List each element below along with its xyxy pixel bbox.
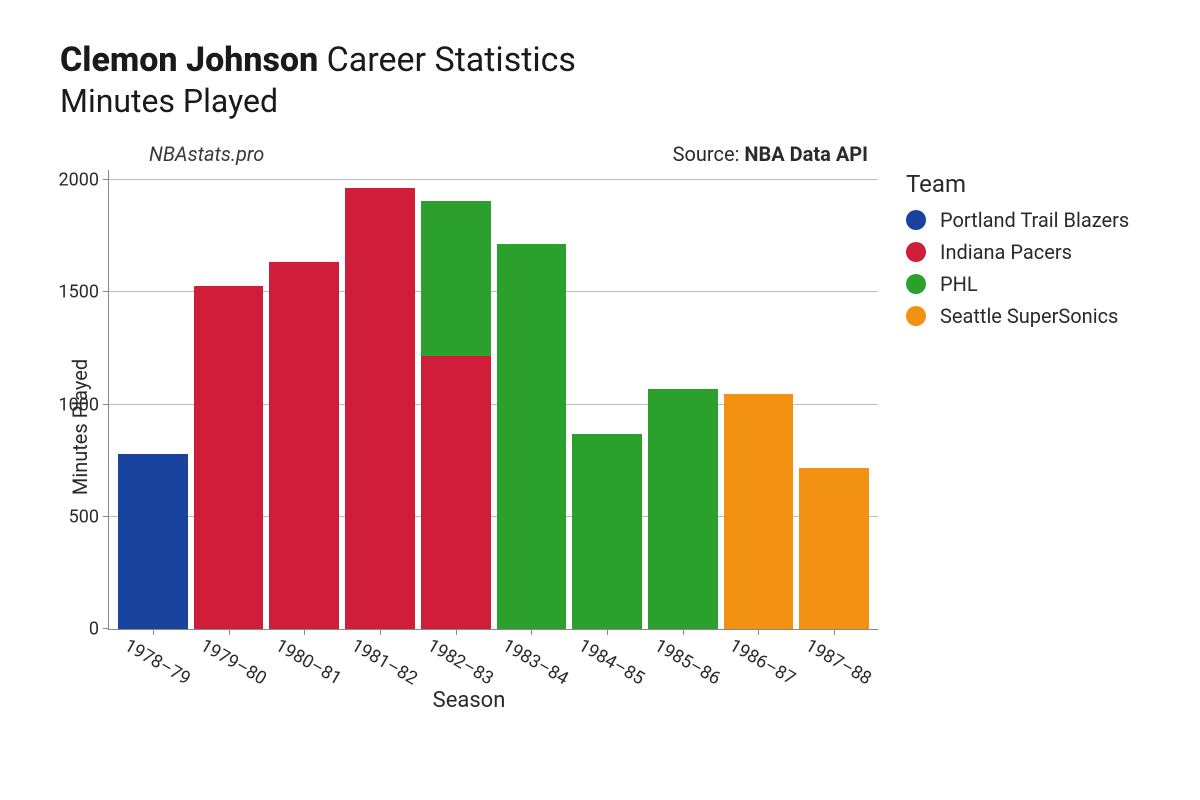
x-tick-mark: [683, 629, 684, 635]
chart-title: Clemon Johnson Career Statistics: [60, 40, 1160, 80]
legend-label: PHL: [940, 272, 978, 296]
title-rest: Career Statistics: [327, 40, 576, 80]
bar-slot: 1978–79: [115, 170, 191, 629]
x-tick-mark: [607, 629, 608, 635]
x-axis-label: Season: [60, 688, 878, 713]
bar-segment: [648, 389, 718, 629]
x-tick-label: 1980–81: [272, 635, 345, 689]
chart-container: Clemon Johnson Career Statistics Minutes…: [0, 0, 1200, 713]
y-tick-label: 500: [69, 506, 109, 527]
y-tick-mark: [103, 404, 109, 405]
bar-segment: [572, 434, 642, 629]
x-tick-mark: [229, 629, 230, 635]
y-tick-label: 1500: [59, 282, 109, 303]
plot-column: Minutes Played NBAstats.pro Source: NBA …: [60, 140, 878, 713]
legend: Team Portland Trail Blazers Indiana Pacer…: [906, 170, 1129, 713]
x-tick-label: 1987–88: [802, 635, 875, 689]
x-tick-label: 1978–79: [121, 635, 194, 689]
x-tick-label: 1981–82: [348, 635, 421, 689]
legend-swatch-icon: [906, 306, 926, 326]
chart-area: Minutes Played NBAstats.pro Source: NBA …: [60, 140, 1160, 713]
x-tick-label: 1985–86: [651, 635, 724, 689]
bar-slot: 1983–84: [494, 170, 570, 629]
legend-label: Indiana Pacers: [940, 240, 1072, 264]
bar-slot: 1986–87: [721, 170, 797, 629]
x-tick-mark: [380, 629, 381, 635]
bar-slot: 1987–88: [796, 170, 872, 629]
y-tick-mark: [103, 628, 109, 629]
y-tick-label: 2000: [59, 170, 109, 191]
x-tick-label: 1983–84: [499, 635, 572, 689]
bar-slot: 1985–86: [645, 170, 721, 629]
y-tick-mark: [103, 291, 109, 292]
bar-segment: [118, 454, 188, 629]
source-name: NBA Data API: [744, 142, 868, 166]
bar-segment: [724, 394, 794, 629]
legend-item: Indiana Pacers: [906, 240, 1129, 264]
legend-item: Seattle SuperSonics: [906, 304, 1129, 328]
legend-swatch-icon: [906, 274, 926, 294]
legend-swatch-icon: [906, 242, 926, 262]
y-tick-mark: [103, 179, 109, 180]
bars-row: 1978–791979–801980–811981–821982–831983–…: [109, 170, 878, 629]
x-tick-mark: [758, 629, 759, 635]
x-tick-mark: [304, 629, 305, 635]
x-tick-label: 1986–87: [726, 635, 799, 689]
bar-segment: [345, 188, 415, 629]
x-tick-mark: [153, 629, 154, 635]
title-block: Clemon Johnson Career Statistics Minutes…: [60, 40, 1160, 120]
y-tick-mark: [103, 516, 109, 517]
legend-swatch-icon: [906, 210, 926, 230]
bar-segment: [421, 356, 491, 629]
bar-segment: [194, 286, 264, 629]
bar-slot: 1979–80: [191, 170, 267, 629]
x-tick-mark: [456, 629, 457, 635]
bar-segment: [269, 262, 339, 629]
y-axis-label: Minutes Played: [68, 358, 92, 494]
y-tick-label: 1000: [59, 394, 109, 415]
x-tick-mark: [531, 629, 532, 635]
legend-title: Team: [906, 170, 1129, 198]
x-tick-label: 1982–83: [423, 635, 496, 689]
x-tick-mark: [834, 629, 835, 635]
bar-slot: 1982–83: [418, 170, 494, 629]
legend-label: Seattle SuperSonics: [940, 304, 1118, 328]
plot-region: NBAstats.pro Source: NBA Data API 1978–7…: [108, 170, 878, 630]
chart-subtitle: Minutes Played: [60, 82, 1160, 120]
legend-item: Portland Trail Blazers: [906, 208, 1129, 232]
title-player: Clemon Johnson: [60, 40, 318, 80]
source-prefix: Source:: [673, 142, 745, 166]
legend-label: Portland Trail Blazers: [940, 208, 1129, 232]
bar-segment: [799, 468, 869, 629]
x-tick-label: 1979–80: [196, 635, 269, 689]
legend-item: PHL: [906, 272, 1129, 296]
annotation-row: NBAstats.pro Source: NBA Data API: [109, 142, 878, 166]
x-tick-label: 1984–85: [575, 635, 648, 689]
bar-segment: [497, 244, 567, 629]
bar-segment: [421, 201, 491, 355]
watermark-text: NBAstats.pro: [149, 142, 264, 166]
bar-slot: 1980–81: [266, 170, 342, 629]
bar-slot: 1981–82: [342, 170, 418, 629]
bar-slot: 1984–85: [569, 170, 645, 629]
source-text: Source: NBA Data API: [673, 142, 868, 166]
y-tick-label: 0: [89, 619, 109, 640]
